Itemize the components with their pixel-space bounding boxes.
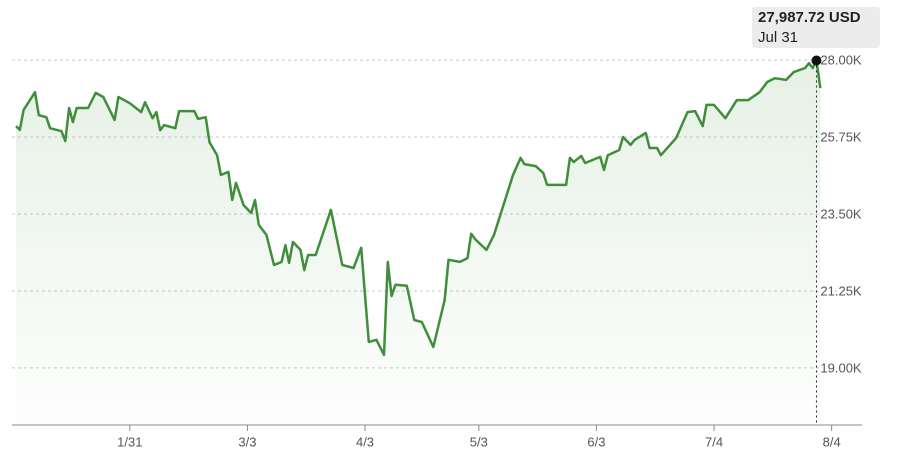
x-tick-label: 5/3 (470, 434, 488, 449)
y-tick-label: 23.50K (820, 206, 862, 221)
x-tick-label: 7/4 (705, 434, 723, 449)
x-tick-label: 4/3 (356, 434, 374, 449)
y-tick-label: 25.75K (820, 129, 862, 144)
x-tick-label: 6/3 (587, 434, 605, 449)
y-tick-label: 28.00K (820, 53, 862, 68)
tooltip: 27,987.72 USD Jul 31 (752, 7, 880, 48)
tooltip-value: 27,987.72 USD (758, 9, 861, 26)
tooltip-box (752, 7, 880, 48)
tooltip-date: Jul 31 (758, 29, 798, 46)
x-tick-label: 8/4 (823, 434, 841, 449)
y-tick-label: 19.00K (820, 360, 862, 375)
area (16, 60, 821, 425)
y-tick-label: 21.25K (820, 283, 862, 298)
x-tick-label: 3/3 (238, 434, 256, 449)
price-line (15, 59, 822, 357)
x-tick-label: 1/31 (117, 434, 142, 449)
hover-marker (811, 55, 822, 66)
